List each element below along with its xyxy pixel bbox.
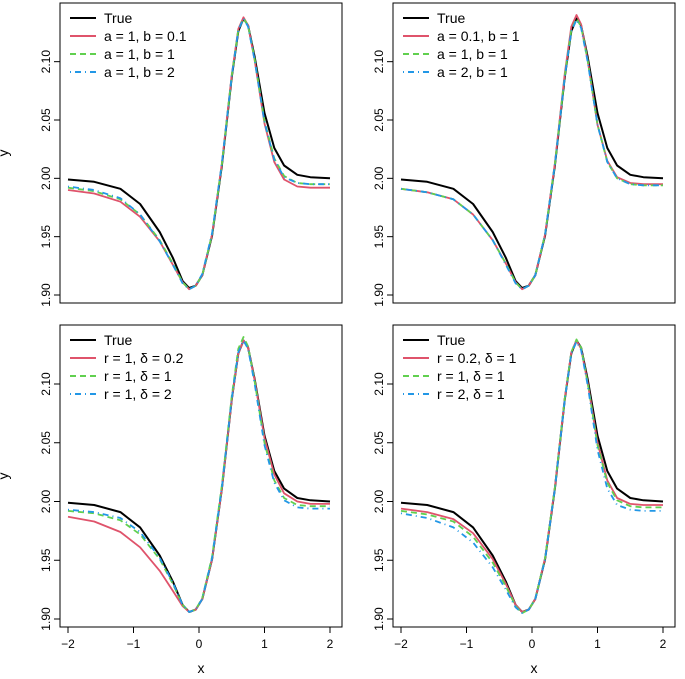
legend-entry: r = 1, δ = 2 [104,386,172,402]
y-tick-label: 2.00 [39,166,53,190]
plot-frame [392,324,676,628]
x-tick-label: −2 [394,637,408,651]
legend: True a = 0.1, b = 1 a = 1, b = 1 a = 2, b =… [403,10,520,80]
y-axis-label: y [0,150,11,157]
legend-entry: True [437,10,465,26]
y-tick-label: 1.90 [372,607,386,631]
legend-entry: a = 1, b = 1 [437,46,508,62]
y-tick-label: 2.00 [39,489,53,513]
y-tick-label: 2.05 [39,431,53,455]
y-tick-label: 2.10 [372,50,386,74]
x-tick-label: 1 [594,637,601,651]
legend-entry: True [104,332,132,348]
legend-entry: True [104,10,132,26]
legend-entry: True [437,332,465,348]
x-axis-label: x [198,660,205,676]
legend: True a = 1, b = 0.1 a = 1, b = 1 a = 1, b =… [70,10,187,80]
y-tick-label: 2.05 [372,108,386,132]
legend-entry: r = 1, δ = 0.2 [104,350,184,366]
y-tick-label: 1.95 [39,548,53,572]
series-line [400,338,663,614]
plot-frame [59,2,343,304]
series-line [400,18,663,291]
y-tick-label: 2.05 [372,431,386,455]
plot-frame [392,2,676,304]
y-tick-label: 1.95 [372,225,386,249]
legend-entry: a = 1, b = 2 [104,64,175,80]
y-tick-label: 2.05 [39,108,53,132]
y-tick-label: 1.95 [39,225,53,249]
y-tick-label: 1.90 [39,607,53,631]
series-line [67,339,330,613]
panel-bottom-left: 1.90 1.95 2.00 2.05 2.10 −2 −1 0 1 2 y x True r = 1, … [0,324,343,676]
legend: True r = 1, δ = 0.2 r = 1, δ = 1 r = 1, δ =… [70,332,184,402]
legend-entry: r = 0.2, δ = 1 [437,350,517,366]
x-axis-label: x [531,660,538,676]
y-tick-label: 2.10 [39,372,53,396]
x-tick-label: −1 [127,637,141,651]
legend-entry: r = 1, δ = 1 [104,368,172,384]
legend-entry: a = 2, b = 1 [437,64,508,80]
legend-entry: r = 2, δ = 1 [437,386,505,402]
y-tick-label: 2.10 [372,372,386,396]
legend-entry: a = 0.1, b = 1 [437,28,520,44]
legend-entry: r = 1, δ = 1 [437,368,505,384]
legend: True r = 0.2, δ = 1 r = 1, δ = 1 r = 2, δ =… [403,332,517,402]
y-tick-label: 2.10 [39,50,53,74]
y-axis-label: y [0,473,11,480]
y-tick-label: 1.90 [39,283,53,307]
y-tick-label: 1.90 [372,283,386,307]
y-tick-label: 2.00 [372,166,386,190]
y-tick-label: 1.95 [372,548,386,572]
panel-bottom-right: 1.90 1.95 2.00 2.05 2.10 −2 −1 0 1 2 x True r = 0.2,… [372,324,676,676]
x-tick-label: 2 [327,637,334,651]
x-tick-label: 2 [660,637,667,651]
x-tick-label: 1 [261,637,268,651]
series-line [400,340,663,614]
x-tick-label: −1 [460,637,474,651]
x-tick-label: −2 [61,637,75,651]
legend-entry: a = 1, b = 1 [104,46,175,62]
panel-top-left: 1.90 1.95 2.00 2.05 2.10 y True a = 1, b = 0.1 a… [0,2,343,307]
y-tick-label: 2.00 [372,489,386,513]
legend-entry: a = 1, b = 0.1 [104,28,187,44]
plot-frame [59,324,343,628]
x-tick-label: 0 [529,637,536,651]
x-tick-label: 0 [196,637,203,651]
panel-top-right: 1.90 1.95 2.00 2.05 2.10 True a = 0.1, b = 1 a … [372,2,676,307]
